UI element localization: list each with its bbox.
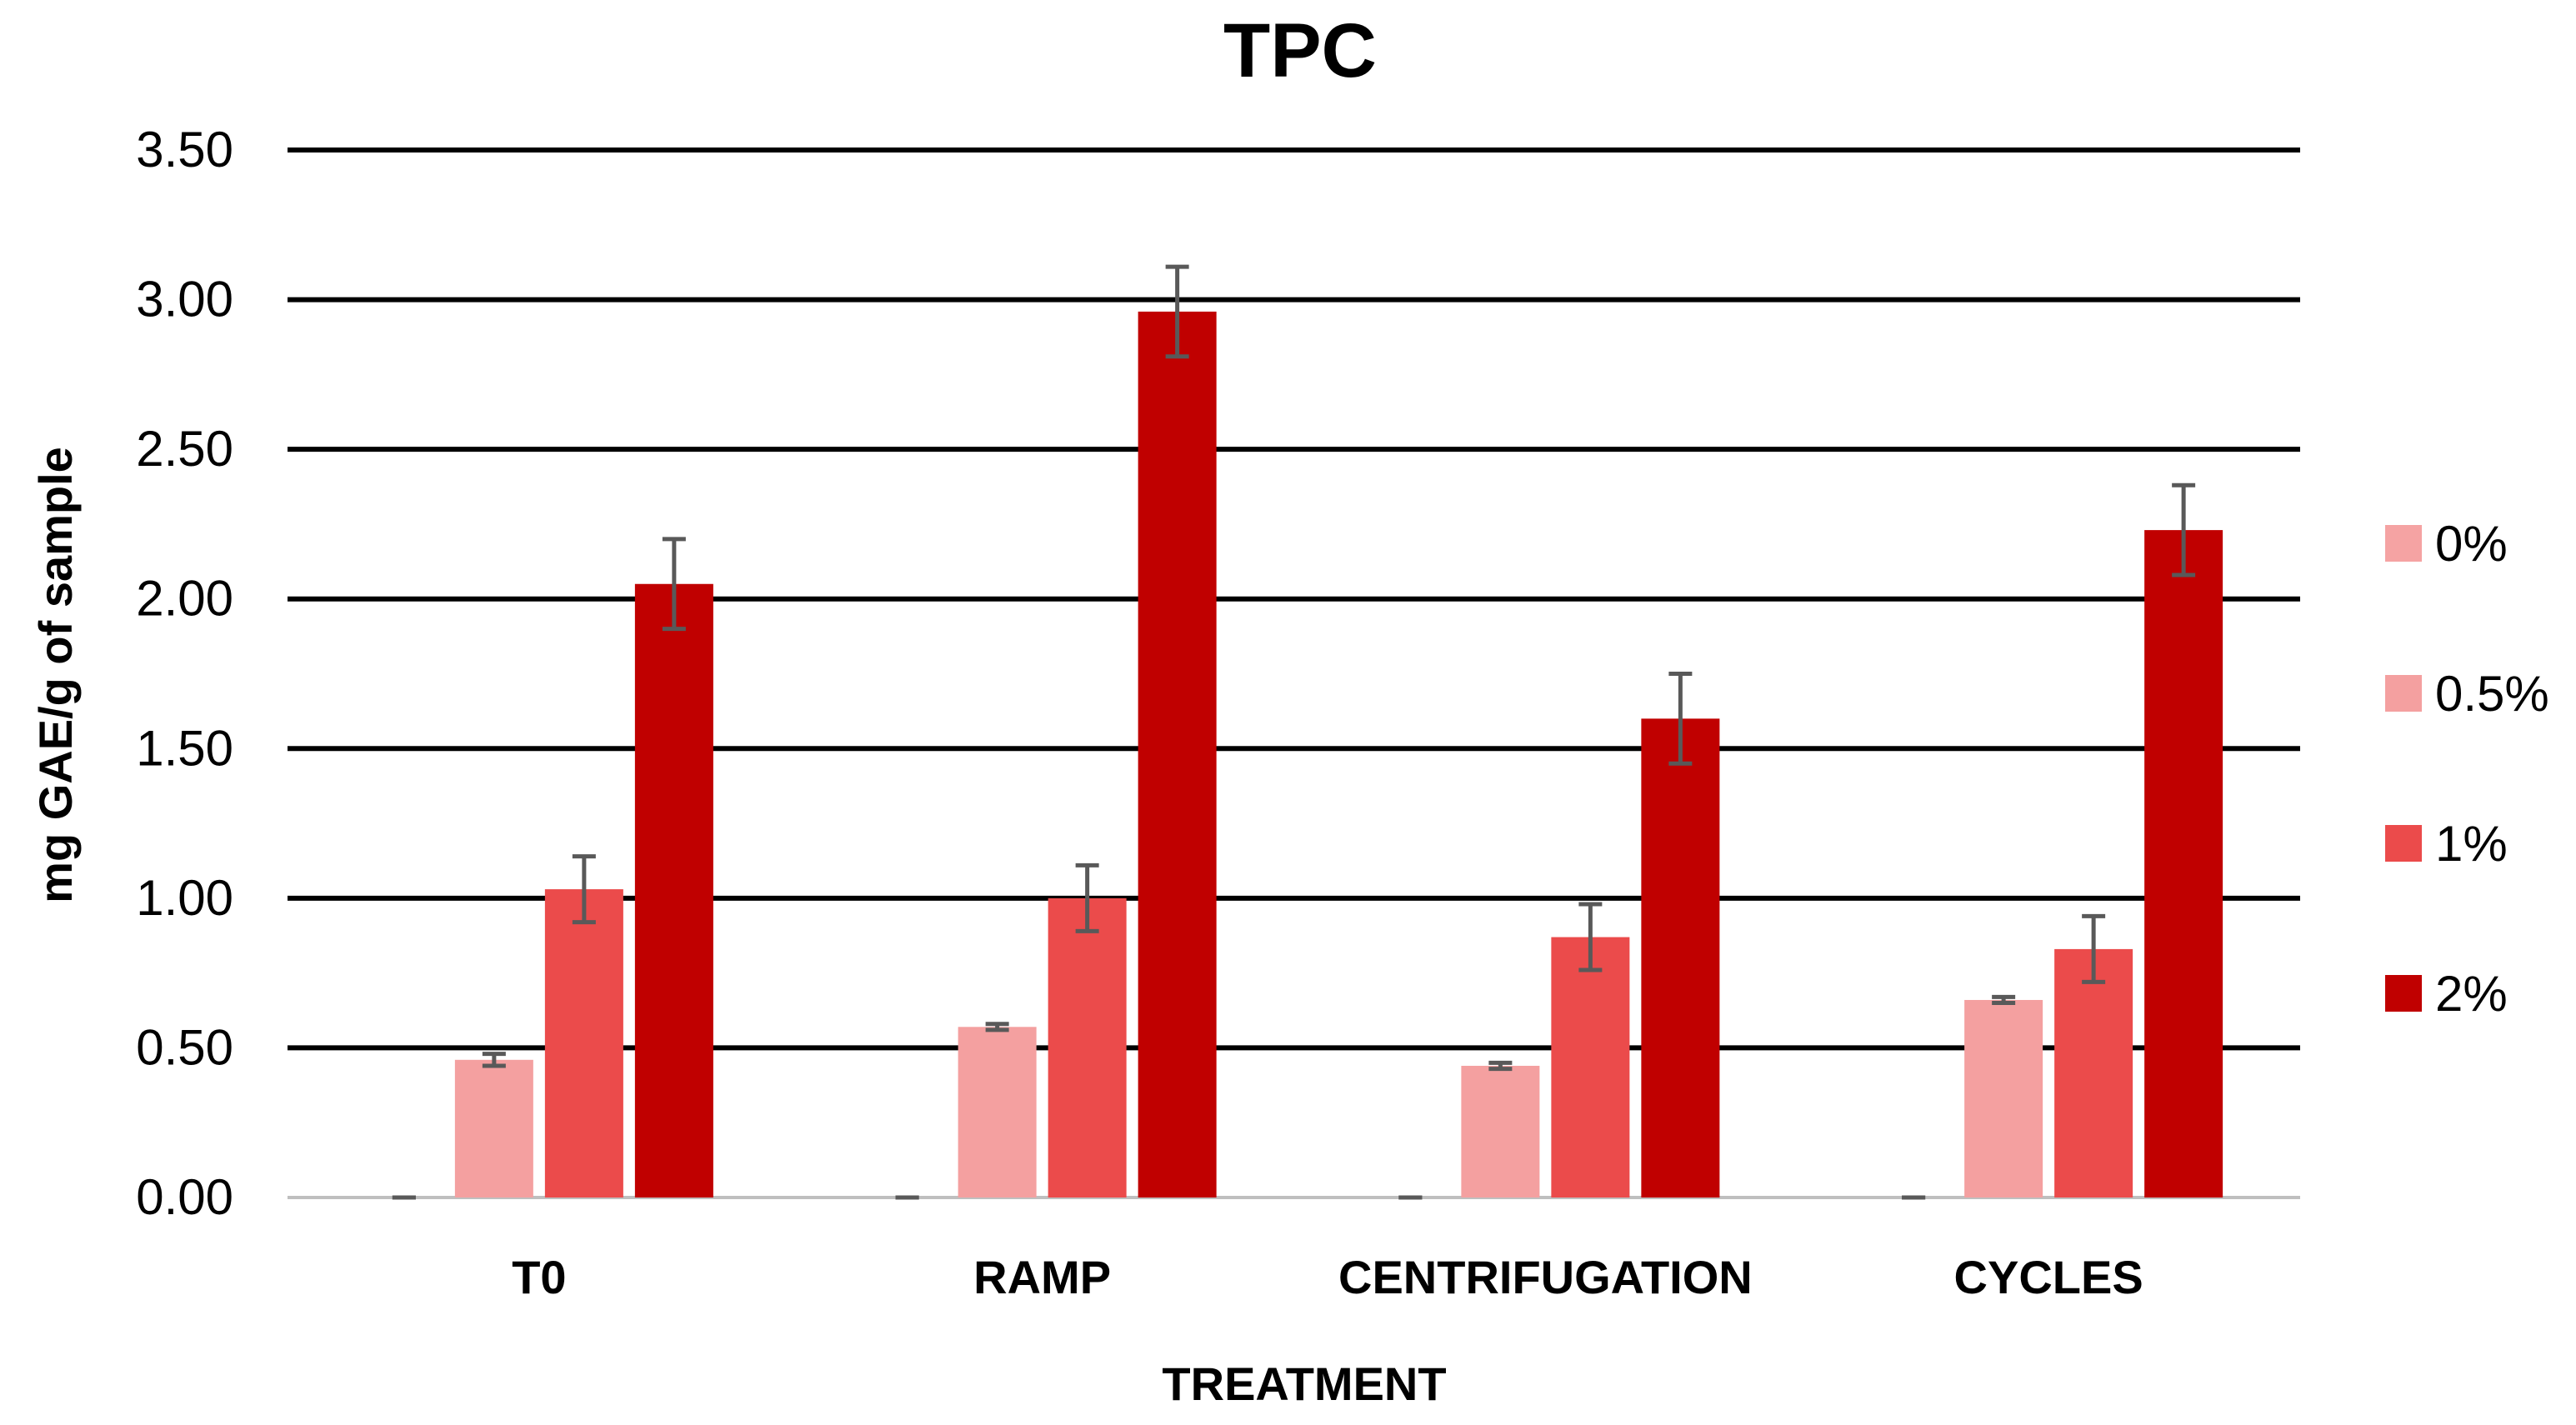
y-tick-label: 1.00: [136, 870, 233, 926]
y-tick-label: 2.50: [136, 421, 233, 477]
error-bar: [2082, 913, 2106, 984]
legend-item: 1%: [2385, 816, 2508, 872]
error-bar: [1165, 264, 1189, 359]
bar-centrifugation-1pct: [1551, 937, 1630, 1198]
legend-swatch: [2385, 975, 2422, 1012]
legend-swatch: [2385, 825, 2422, 862]
y-tick-label: 2.00: [136, 571, 233, 627]
y-tick-label: 0.00: [136, 1169, 233, 1225]
legend-label: 0.5%: [2435, 666, 2549, 722]
error-bar: [1668, 672, 1693, 766]
y-axis-ticks: 0.00 0.50 1.00 1.50 2.00 2.50 3.00 3.50: [136, 122, 233, 1225]
legend-swatch: [2385, 675, 2422, 712]
x-axis-label: TREATMENT: [1162, 1358, 1446, 1410]
y-axis-label: mg GAE/g of sample: [29, 447, 82, 903]
error-bar: [1578, 902, 1603, 972]
error-bar: [1075, 862, 1099, 933]
x-tick-label: RAMP: [973, 1251, 1111, 1303]
error-bar: [572, 854, 596, 925]
error-bar: [482, 1052, 506, 1068]
error-bars: [392, 264, 2196, 1200]
chart-title: TPC: [1223, 8, 1377, 93]
bar-centrifugation-0-5pct: [1461, 1065, 1540, 1198]
bar-t0-1pct: [544, 889, 623, 1198]
y-tick-label: 3.00: [136, 272, 233, 328]
error-bar: [1488, 1060, 1513, 1072]
bar-centrifugation-2pct: [1641, 718, 1720, 1198]
y-tick-label: 3.50: [136, 122, 233, 178]
legend-label: 0%: [2435, 516, 2508, 572]
legend-item: 0%: [2385, 516, 2508, 572]
legend: 0% 0.5% 1% 2%: [2385, 516, 2549, 1022]
error-bar: [2172, 482, 2196, 578]
error-bar: [662, 537, 686, 632]
bar-t0-2pct: [634, 583, 713, 1198]
bar-cycles-2pct: [2144, 530, 2223, 1198]
x-tick-label: T0: [512, 1251, 566, 1303]
legend-label: 1%: [2435, 816, 2508, 872]
bar-ramp-1pct: [1048, 898, 1127, 1198]
legend-item: 2%: [2385, 966, 2508, 1022]
legend-item: 0.5%: [2385, 666, 2549, 722]
error-bar: [1992, 994, 2016, 1006]
error-bar: [985, 1022, 1009, 1032]
x-tick-label: CYCLES: [1954, 1251, 2143, 1303]
bar-cycles-1pct: [2054, 948, 2133, 1198]
bar-cycles-0-5pct: [1964, 999, 2043, 1198]
y-tick-label: 0.50: [136, 1019, 233, 1075]
bars: [454, 311, 2223, 1198]
legend-label: 2%: [2435, 966, 2508, 1022]
y-tick-label: 1.50: [136, 720, 233, 776]
bar-ramp-2pct: [1138, 311, 1217, 1198]
x-axis-ticks: T0 RAMP CENTRIFUGATION CYCLES: [512, 1251, 2143, 1303]
legend-swatch: [2385, 525, 2422, 562]
x-tick-label: CENTRIFUGATION: [1338, 1251, 1753, 1303]
bar-t0-0-5pct: [454, 1059, 533, 1198]
bar-ramp-0-5pct: [958, 1027, 1037, 1198]
